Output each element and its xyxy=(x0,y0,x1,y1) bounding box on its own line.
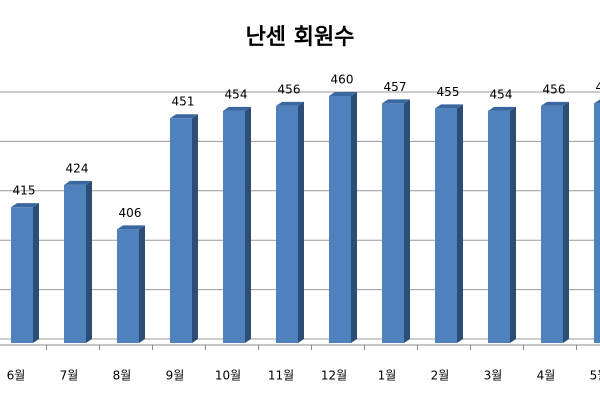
bar xyxy=(11,203,39,343)
bar xyxy=(223,106,251,343)
x-tick-label: 9월 xyxy=(166,369,185,383)
data-label: 457 xyxy=(596,80,600,94)
x-tick-label: 12월 xyxy=(321,369,347,383)
data-label: 456 xyxy=(278,82,301,96)
data-label: 455 xyxy=(437,85,460,99)
x-tick-label: 3월 xyxy=(484,369,503,383)
x-tick-label: 7월 xyxy=(60,369,79,383)
bar xyxy=(329,92,357,343)
x-tick-label: 5월 xyxy=(590,369,600,383)
data-label: 424 xyxy=(66,161,89,175)
bar xyxy=(541,101,569,343)
x-tick-label: 6월 xyxy=(7,369,26,383)
data-label: 460 xyxy=(331,73,354,87)
bar xyxy=(117,225,145,343)
bar xyxy=(64,180,92,343)
x-tick-label: 10월 xyxy=(215,369,241,383)
bar xyxy=(276,101,304,343)
bar xyxy=(488,106,516,343)
x-tick-label: 2월 xyxy=(431,369,450,383)
bar xyxy=(382,99,410,343)
data-label: 456 xyxy=(543,82,566,96)
chart-title: 난센 회원수 xyxy=(246,25,355,50)
x-tick-label: 4월 xyxy=(537,369,556,383)
bar xyxy=(594,99,600,343)
data-label: 415 xyxy=(13,184,36,198)
data-label: 454 xyxy=(490,87,513,101)
data-label: 406 xyxy=(119,206,142,220)
data-label: 451 xyxy=(172,95,195,109)
x-tick-label: 8월 xyxy=(113,369,132,383)
bar xyxy=(170,114,198,343)
bar xyxy=(435,104,463,343)
x-tick-label: 11월 xyxy=(268,369,294,383)
x-tick-label: 1월 xyxy=(378,369,397,383)
data-label: 457 xyxy=(384,80,407,94)
data-label: 454 xyxy=(225,87,248,101)
